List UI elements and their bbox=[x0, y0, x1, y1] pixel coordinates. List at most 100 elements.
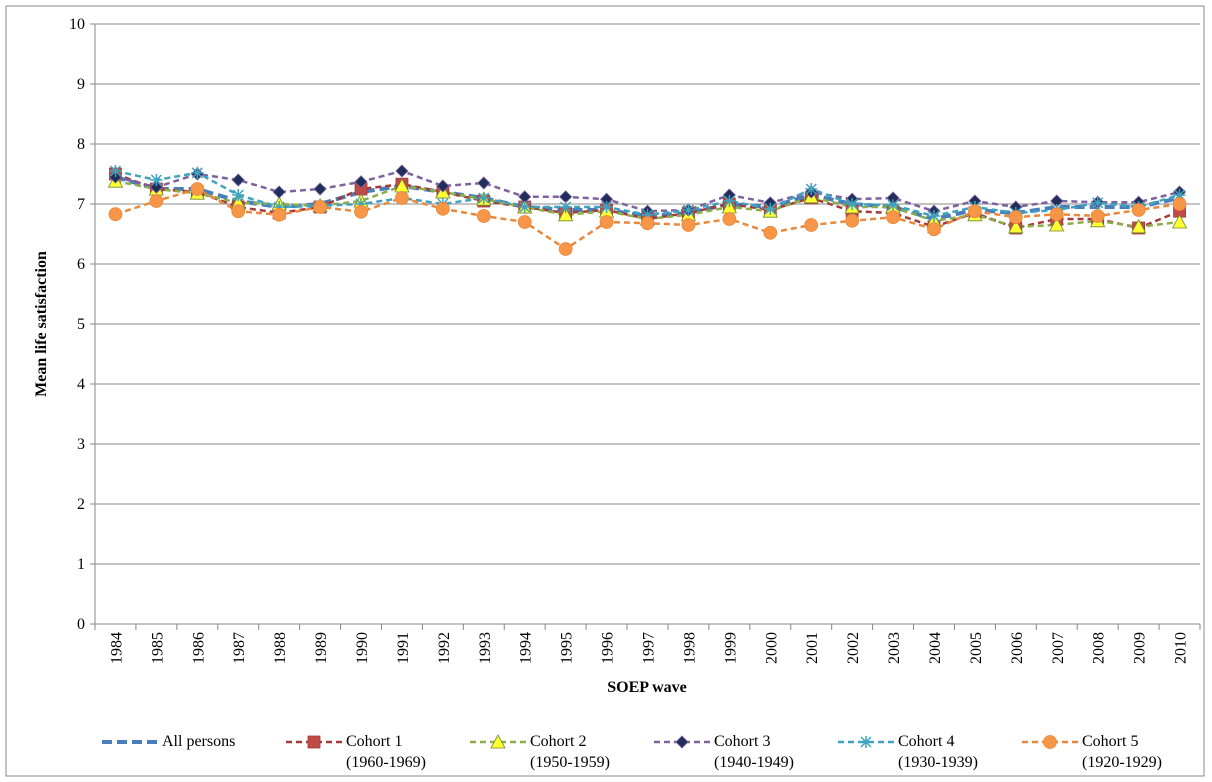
marker bbox=[600, 201, 613, 213]
legend-item: Cohort 1 (1960-1969) bbox=[284, 731, 446, 773]
marker bbox=[558, 242, 573, 256]
x-tick-label: 1995 bbox=[559, 632, 576, 664]
y-tick-label: 8 bbox=[77, 136, 85, 153]
legend-marker bbox=[860, 736, 872, 748]
x-tick-label: 2007 bbox=[1050, 632, 1067, 664]
marker bbox=[231, 173, 245, 187]
marker bbox=[354, 175, 368, 189]
marker bbox=[557, 206, 574, 222]
x-tick-label: 1990 bbox=[354, 632, 371, 664]
legend-item: Cohort 4 (1930-1939) bbox=[836, 731, 998, 773]
x-tick-label: 2000 bbox=[763, 632, 780, 664]
marker bbox=[395, 191, 409, 205]
marker bbox=[804, 218, 819, 232]
marker bbox=[395, 164, 409, 178]
y-tick-label: 10 bbox=[69, 16, 85, 33]
x-tick-label: 1998 bbox=[681, 632, 698, 664]
marker bbox=[559, 201, 572, 213]
marker bbox=[231, 204, 246, 219]
marker bbox=[190, 182, 205, 196]
marker bbox=[517, 215, 532, 229]
chart-border bbox=[5, 5, 1205, 777]
y-tick-label: 3 bbox=[77, 436, 85, 453]
marker bbox=[149, 194, 164, 208]
legend-swatch bbox=[838, 736, 894, 748]
x-tick-label: 1985 bbox=[149, 632, 166, 664]
marker bbox=[272, 185, 286, 199]
marker bbox=[886, 210, 900, 225]
legend-marker bbox=[490, 734, 506, 749]
marker bbox=[191, 166, 204, 179]
legend-label: All persons bbox=[162, 733, 236, 750]
marker bbox=[764, 202, 777, 215]
x-tick-label: 1989 bbox=[313, 632, 330, 664]
x-tick-label: 1987 bbox=[231, 632, 248, 664]
marker bbox=[477, 176, 491, 190]
y-tick-label: 5 bbox=[77, 316, 85, 333]
legend-item: All persons bbox=[100, 731, 262, 773]
legend-label: Cohort 4 (1930-1939) bbox=[898, 733, 978, 771]
marker bbox=[149, 180, 163, 194]
marker bbox=[313, 182, 327, 196]
marker bbox=[599, 215, 614, 229]
x-tick-label: 2003 bbox=[886, 632, 903, 664]
legend-label: Cohort 1 (1960-1969) bbox=[346, 733, 426, 771]
x-tick-label: 2006 bbox=[1009, 632, 1026, 664]
marker bbox=[723, 195, 736, 207]
marker bbox=[927, 222, 941, 237]
x-tick-label: 2008 bbox=[1091, 632, 1108, 664]
legend-swatch bbox=[286, 735, 342, 749]
y-tick-label: 1 bbox=[77, 556, 85, 573]
marker bbox=[150, 174, 163, 186]
marker bbox=[682, 204, 695, 216]
legend-swatch bbox=[470, 734, 526, 749]
marker bbox=[436, 179, 450, 193]
legend-item: Cohort 3 (1940-1949) bbox=[652, 731, 814, 773]
x-tick-label: 2002 bbox=[845, 632, 862, 664]
marker bbox=[476, 209, 491, 223]
legend-swatch bbox=[1022, 735, 1078, 749]
legend-marker bbox=[307, 735, 321, 749]
legend-swatch bbox=[654, 735, 710, 749]
x-tick-label: 1993 bbox=[477, 632, 494, 664]
x-tick-label: 1986 bbox=[190, 632, 207, 664]
y-tick-label: 6 bbox=[77, 256, 85, 273]
marker bbox=[1173, 189, 1186, 201]
marker bbox=[272, 207, 287, 222]
x-tick-label: 2010 bbox=[1173, 632, 1190, 664]
legend-marker bbox=[675, 735, 689, 749]
x-tick-label: 1991 bbox=[395, 632, 412, 664]
legend-item: Cohort 5 (1920-1929) bbox=[1020, 731, 1182, 773]
x-tick-label: 1999 bbox=[722, 632, 739, 664]
marker bbox=[1091, 196, 1104, 209]
marker bbox=[518, 201, 531, 213]
marker bbox=[232, 189, 245, 201]
y-tick-label: 0 bbox=[77, 616, 85, 633]
marker bbox=[845, 213, 860, 228]
y-tick-label: 2 bbox=[77, 496, 85, 513]
legend-item: Cohort 2 (1950-1959) bbox=[468, 731, 630, 773]
x-axis-label: SOEP wave bbox=[607, 679, 687, 696]
marker bbox=[846, 198, 859, 210]
marker bbox=[681, 218, 696, 232]
marker bbox=[477, 192, 490, 204]
legend-label: Cohort 5 (1920-1929) bbox=[1082, 733, 1162, 771]
x-tick-label: 2004 bbox=[927, 632, 944, 664]
x-tick-label: 1992 bbox=[436, 632, 453, 664]
marker bbox=[1008, 210, 1023, 225]
marker bbox=[109, 165, 122, 177]
legend-label: Cohort 2 (1950-1959) bbox=[530, 733, 610, 771]
legend: All persons Cohort 1 (1960-1969) Cohort 2 … bbox=[100, 731, 1204, 773]
marker bbox=[1130, 218, 1147, 234]
marker bbox=[887, 199, 900, 212]
marker bbox=[1090, 209, 1105, 223]
marker bbox=[641, 208, 654, 221]
legend-swatch bbox=[102, 740, 158, 744]
y-axis-label: Mean life satisfaction bbox=[33, 251, 50, 397]
marker bbox=[927, 210, 940, 222]
y-tick-label: 7 bbox=[77, 196, 85, 213]
y-tick-label: 9 bbox=[77, 76, 85, 93]
marker bbox=[354, 204, 368, 219]
marker bbox=[1131, 203, 1146, 217]
